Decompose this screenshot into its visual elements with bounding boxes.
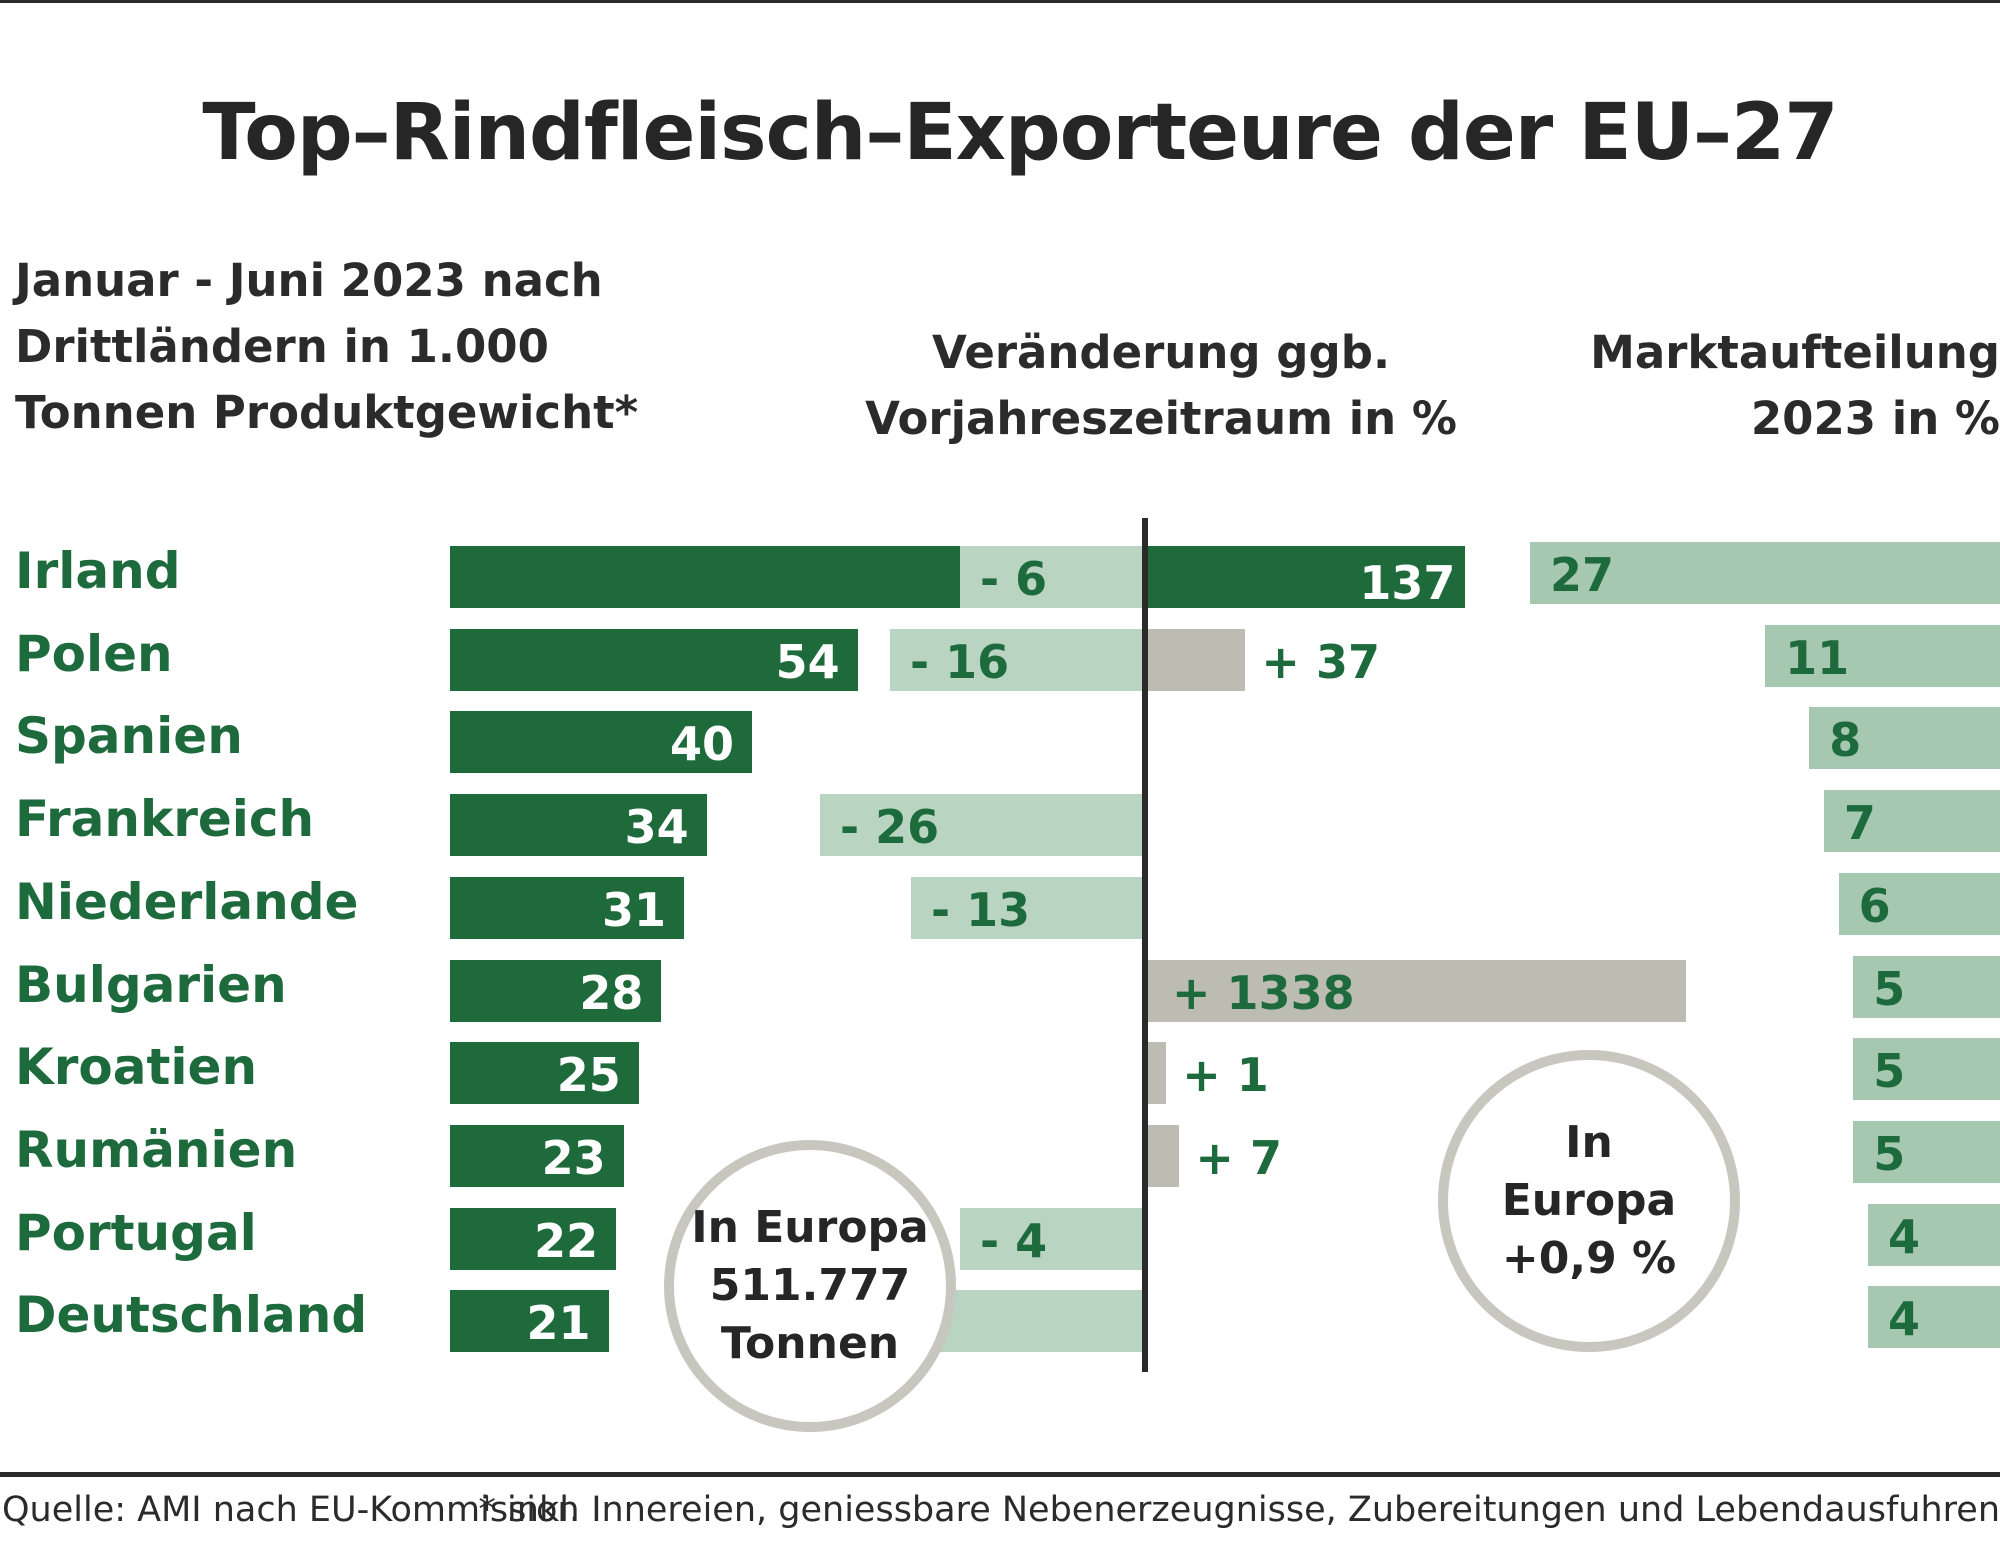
share-bar [1809,707,2000,770]
share-bar [1823,790,2000,853]
decrease-bar [960,1207,1142,1270]
header-volume: Januar - Juni 2023 nach Drittländern in … [15,248,638,446]
header-share: Marktaufteilung 2023 in % [1590,320,2000,452]
country-label: Deutschland [15,1286,368,1345]
header-share-line-1: Marktaufteilung [1590,326,2000,379]
increase-bar [1146,628,1246,691]
country-label: Polen [15,624,173,683]
chart-title: Top–Rindfleisch–Exporteure der EU–27 [202,88,1838,178]
share-bar [1853,955,2000,1018]
volume-value-label: 40 [669,717,734,772]
europe-volume-line-2: 511.777 [709,1260,911,1311]
volume-value-label: 34 [624,800,689,855]
share-bar [1853,1120,2000,1183]
europe-change-line-3: +0,9 % [1501,1233,1677,1284]
decrease-value-label: - 26 [840,800,940,855]
europe-change-line-2: Europa [1501,1175,1677,1226]
share-value-label: 5 [1873,1126,1906,1181]
volume-bar [450,794,707,857]
share-value-label: 4 [1888,1292,1921,1347]
decrease-bar [820,794,1142,857]
share-bar [1765,624,2000,687]
source-note: Quelle: AMI nach EU-Kommission [2,1490,580,1530]
decrease-value-label: - 13 [931,882,1031,937]
decrease-bar [890,628,1142,691]
europe-volume-line-3: Tonnen [720,1318,900,1369]
header-volume-line-1: Januar - Juni 2023 nach [15,254,603,307]
share-bar [1838,872,2000,935]
volume-bar [450,1290,609,1353]
europe-volume-circle: In Europa 511.777 Tonnen [664,1140,956,1432]
header-change-line-2: Vorjahreszeitraum in % [865,392,1457,445]
increase-bar [1146,546,1466,608]
header-share-line-2: 2023 in % [1750,392,2000,445]
increase-bar [1146,959,1686,1022]
country-label: Irland [15,542,181,600]
bottom-rule [0,1472,2000,1477]
europe-volume-line-1: In Europa [691,1202,929,1253]
volume-value-label: 54 [775,634,840,689]
increase-value-label: + 1 [1182,1048,1269,1103]
increase-value-label: 137 [1359,556,1456,610]
volume-bar [450,1124,624,1187]
volume-bar [450,876,685,939]
increase-value-label: + 37 [1261,634,1380,689]
share-value-label: 6 [1858,878,1891,933]
share-value-label: 27 [1550,548,1615,602]
volume-bar [450,1042,639,1105]
share-value-label: 7 [1843,796,1876,851]
decrease-value-label: - 4 [980,1213,1048,1268]
volume-bar [450,628,858,691]
share-bar [1530,542,2000,604]
share-value-label: 5 [1873,1044,1906,1099]
top-rule [0,0,2000,3]
header-change: Veränderung ggb. Vorjahreszeitraum in % [856,320,1466,452]
decrease-bar [960,546,1142,608]
volume-value-label: 31 [602,882,667,937]
volume-bar [450,1207,617,1270]
volume-value-label: 25 [556,1048,621,1103]
decrease-value-label: - 6 [980,552,1048,606]
country-label: Bulgarien [15,955,287,1014]
volume-value-label: 22 [534,1213,599,1268]
country-label: Spanien [15,707,243,766]
volume-value-label: 23 [541,1130,606,1185]
center-axis-line [1142,518,1148,1372]
share-bar [1868,1286,2000,1349]
increase-bar [1146,1124,1180,1187]
europe-change-circle: In Europa +0,9 % [1438,1050,1740,1352]
share-value-label: 5 [1873,961,1906,1016]
volume-bar [450,959,662,1022]
share-bar [1853,1038,2000,1101]
share-value-label: 11 [1785,630,1850,685]
country-label: Portugal [15,1203,257,1262]
country-label: Frankreich [15,790,315,849]
footnote: * inkl. Innereien, geniessbare Nebenerze… [478,1490,2000,1530]
share-bar [1868,1203,2000,1266]
share-value-label: 4 [1888,1209,1921,1264]
decrease-bar [911,876,1142,939]
increase-value-label: + 7 [1195,1130,1282,1185]
increase-value-label: + 1338 [1172,965,1355,1020]
volume-value-label: 28 [579,965,644,1020]
header-volume-line-2: Drittländern in 1.000 [15,320,549,373]
share-value-label: 8 [1829,713,1862,768]
country-label: Niederlande [15,872,359,931]
header-change-line-1: Veränderung ggb. [931,326,1391,379]
header-volume-line-3: Tonnen Produktgewicht* [15,386,639,439]
country-label: Kroatien [15,1038,258,1097]
volume-value-label: 21 [526,1296,591,1351]
country-label: Rumänien [15,1120,298,1179]
increase-bar [1146,1042,1167,1105]
decrease-value-label: - 16 [910,634,1010,689]
volume-bar [450,711,752,774]
europe-change-line-1: In [1565,1117,1613,1168]
